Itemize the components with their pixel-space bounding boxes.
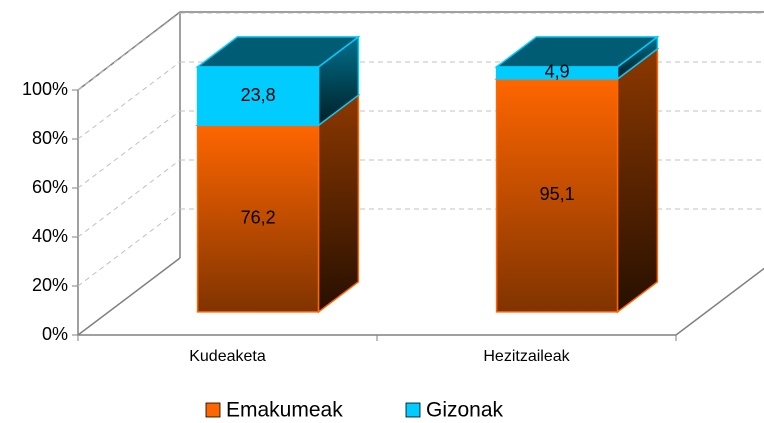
bar-front <box>496 66 618 79</box>
legend-label: Emakumeak <box>226 399 343 422</box>
bar-segment <box>195 93 361 314</box>
grid-line <box>77 110 181 189</box>
wall-edge <box>77 11 764 91</box>
wall-edge <box>675 267 764 336</box>
y-tick-label: 80% <box>32 128 68 148</box>
bar-segment <box>195 35 361 127</box>
y-tick-label: 20% <box>32 275 68 295</box>
data-label: 95,1 <box>540 184 575 204</box>
y-tick-label: 40% <box>32 226 68 246</box>
bar-side-shade <box>317 93 360 314</box>
x-tick-label: Hezitzaileak <box>483 348 570 365</box>
data-label: 76,2 <box>241 207 276 227</box>
grid-line <box>77 208 181 287</box>
legend-label: Gizonak <box>426 399 504 422</box>
bar-front <box>197 66 319 126</box>
y-tick-label: 100% <box>22 79 68 99</box>
plot-walls <box>77 11 764 336</box>
grid-line <box>77 12 181 91</box>
y-tick-label: 0% <box>42 324 68 344</box>
bar-segment <box>494 47 660 314</box>
wall-edge <box>77 257 181 336</box>
legend-swatch <box>205 402 221 418</box>
legend-swatch <box>405 402 421 418</box>
data-label: 23,8 <box>241 85 276 105</box>
bar-segment <box>494 35 660 81</box>
bar-side-shade <box>616 47 659 314</box>
grid-line <box>77 61 181 140</box>
grid-line <box>77 159 181 238</box>
x-tick-label: Kudeaketa <box>189 348 266 365</box>
bar-top-shade <box>195 36 361 68</box>
y-tick-label: 60% <box>32 177 68 197</box>
data-label: 4,9 <box>545 62 570 82</box>
bar-top-shade <box>494 36 660 68</box>
